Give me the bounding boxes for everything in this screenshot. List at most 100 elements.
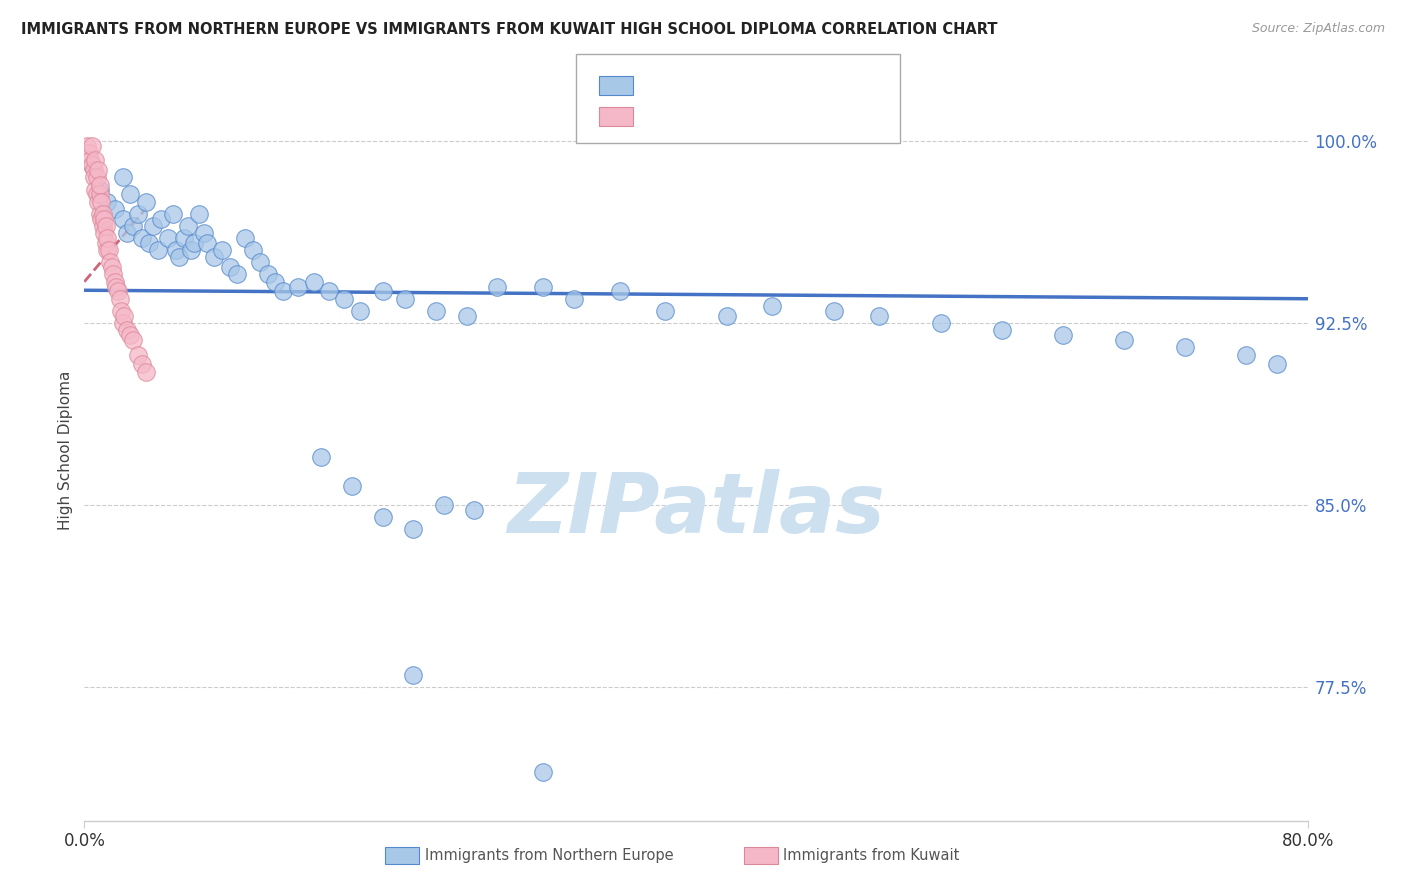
Point [226, 268, 249, 282]
Text: -0.012: -0.012 [685, 76, 744, 94]
Point [107, 285, 129, 299]
Point [402, 522, 425, 536]
Point [761, 299, 783, 313]
Point [79, 153, 101, 168]
Point [162, 207, 184, 221]
Point [127, 348, 149, 362]
Point [96, 231, 118, 245]
Point [138, 235, 160, 250]
Point [91, 207, 114, 221]
Point [86, 170, 108, 185]
Point [122, 219, 145, 233]
Point [1114, 333, 1136, 347]
Point [76, 138, 98, 153]
Point [167, 251, 190, 265]
Point [86, 187, 108, 202]
Point [142, 219, 165, 233]
Text: 0.166: 0.166 [685, 107, 737, 125]
Point [242, 243, 264, 257]
Point [115, 226, 138, 240]
Point [318, 285, 340, 299]
Point [90, 211, 112, 226]
Point [193, 226, 215, 240]
Point [823, 304, 845, 318]
Point [80, 138, 103, 153]
Point [120, 328, 142, 343]
Point [89, 207, 111, 221]
Point [271, 285, 294, 299]
Point [103, 268, 125, 282]
Point [716, 309, 738, 323]
Point [93, 211, 115, 226]
Point [131, 357, 153, 371]
Point [1236, 348, 1258, 362]
Point [340, 478, 363, 492]
Point [180, 243, 202, 257]
Point [87, 194, 110, 209]
Point [94, 219, 117, 233]
Point [531, 765, 554, 780]
Point [146, 243, 169, 257]
Point [371, 510, 394, 524]
Point [135, 194, 157, 209]
Point [177, 219, 200, 233]
Point [96, 243, 118, 257]
Point [869, 309, 891, 323]
Point [562, 292, 585, 306]
Point [84, 182, 107, 196]
Point [211, 243, 233, 257]
Point [80, 158, 103, 172]
Point [456, 309, 478, 323]
Text: 43: 43 [790, 107, 814, 125]
Point [77, 146, 100, 161]
Point [80, 158, 103, 172]
Point [264, 275, 287, 289]
Point [105, 279, 128, 293]
Point [531, 279, 554, 293]
Point [91, 219, 114, 233]
Point [127, 207, 149, 221]
Point [98, 255, 121, 269]
Point [90, 194, 112, 209]
Point [111, 316, 134, 330]
Point [195, 235, 218, 250]
Point [94, 235, 117, 250]
Point [104, 275, 127, 289]
Text: 70: 70 [790, 76, 813, 94]
Point [394, 292, 416, 306]
Point [202, 251, 225, 265]
Text: Immigrants from Kuwait: Immigrants from Kuwait [783, 848, 959, 863]
Point [287, 279, 309, 293]
Point [1052, 328, 1074, 343]
Point [104, 202, 127, 216]
Point [929, 316, 952, 330]
Point [135, 365, 157, 379]
Point [83, 170, 105, 185]
Point [433, 498, 456, 512]
Point [609, 285, 631, 299]
Point [425, 304, 447, 318]
Point [1174, 340, 1197, 354]
Point [654, 304, 676, 318]
Point [108, 292, 131, 306]
Point [333, 292, 356, 306]
Point [84, 153, 107, 168]
Point [463, 503, 485, 517]
Text: N =: N = [749, 76, 786, 94]
Y-axis label: High School Diploma: High School Diploma [58, 371, 73, 530]
Point [349, 304, 371, 318]
Point [371, 285, 394, 299]
Point [97, 243, 120, 257]
Point [96, 194, 118, 209]
Point [249, 255, 271, 269]
Point [93, 226, 115, 240]
Point [165, 243, 187, 257]
Point [218, 260, 240, 275]
Point [486, 279, 509, 293]
Point [991, 323, 1014, 337]
Point [120, 187, 142, 202]
Point [89, 182, 111, 196]
Point [122, 333, 145, 347]
Text: Source: ZipAtlas.com: Source: ZipAtlas.com [1251, 22, 1385, 36]
Point [183, 235, 205, 250]
